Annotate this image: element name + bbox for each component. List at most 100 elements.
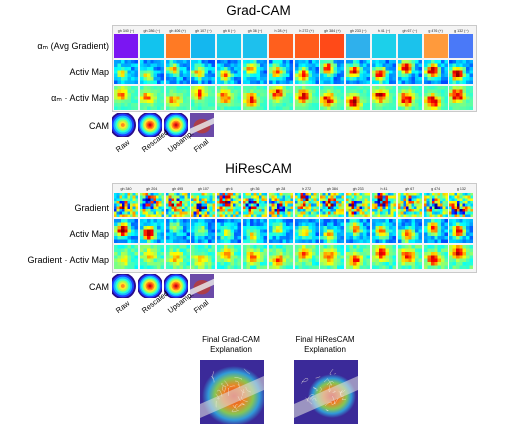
final-gradcam-caption: Final Grad-CAM Explanation (176, 335, 286, 354)
gradcam-cell (294, 34, 319, 58)
gradcam-cell (320, 60, 345, 84)
gradcam-cell (346, 86, 371, 110)
gradcam-cell (139, 86, 164, 110)
hirescam-cell (191, 219, 216, 243)
hirescam-cell (372, 193, 396, 217)
final-gradcam-explanation-image (200, 360, 266, 426)
hirescam-column-header: gh 28 (276, 187, 286, 191)
hirescam-cell (346, 245, 371, 269)
hirescam-cell (243, 219, 267, 243)
hirescam-cam-step-label: Raw (114, 298, 132, 316)
gradcam-column-header: gh 406 (+) (169, 29, 186, 33)
gradcam-cell (449, 60, 474, 84)
gradcam-cell (320, 34, 345, 58)
gradcam-cam-label: CAM (89, 121, 109, 131)
hirescam-cell (320, 193, 345, 217)
gradcam-row-label-alpha: αₘ (Avg Gradient) (37, 41, 109, 51)
gradcam-cell (139, 34, 164, 58)
gradcam-cell (114, 60, 138, 84)
gradcam-cam-raw-image (112, 113, 136, 137)
gradcam-cell (165, 34, 190, 58)
hirescam-column-header: gh 67 (405, 187, 415, 191)
hirescam-cell (268, 245, 293, 269)
gradcam-cell (346, 60, 371, 84)
gradcam-column-header: gh 107 (−) (195, 29, 212, 33)
hirescam-column-header: gh 36 (250, 187, 260, 191)
gradcam-cell (114, 34, 138, 58)
gradcam-cell (191, 34, 216, 58)
final-hirescam-caption-line1: Final HiResCAM (295, 335, 355, 344)
final-gradcam-caption-line1: Final Grad-CAM (202, 335, 260, 344)
hirescam-cam-raw-image (112, 274, 136, 298)
gradcam-column-header: gh 36 (−) (247, 29, 263, 33)
hirescam-row-label-gradient: Gradient (74, 203, 109, 213)
hirescam-cam-rescaled-image (138, 274, 162, 298)
gradcam-column-header: gh 384 (+) (324, 29, 341, 33)
gradcam-cell (268, 34, 293, 58)
hirescam-column-header: gh 107 (197, 187, 209, 191)
gradcam-cam-final-image (190, 113, 214, 137)
hirescam-column-header: h 41 (380, 187, 388, 191)
hirescam-cell (372, 245, 396, 269)
gradcam-cam-step-label: Raw (114, 137, 132, 155)
hirescam-column-header: g 474 (431, 187, 441, 191)
gradcam-column-header: h 28 (+) (274, 29, 288, 33)
hirescam-cell (346, 219, 371, 243)
hirescam-cell (217, 245, 242, 269)
gradcam-column-header: h 272 (+) (299, 29, 314, 33)
hirescam-cell (114, 219, 138, 243)
gradcam-cell (294, 60, 319, 84)
gradcam-cell (397, 60, 422, 84)
hirescam-cell (320, 245, 345, 269)
hirescam-column-header: gh 6 (225, 187, 233, 191)
hirescam-cell (139, 219, 164, 243)
gradcam-cell (165, 60, 190, 84)
hirescam-cam-label: CAM (89, 282, 109, 292)
hirescam-column-header: gh 340 (120, 187, 132, 191)
hirescam-cell (243, 245, 267, 269)
hirescam-cell (397, 219, 422, 243)
hirescam-cell (294, 245, 319, 269)
gradcam-cell (217, 86, 242, 110)
hirescam-cell (191, 245, 216, 269)
hirescam-column-header: h 272 (302, 187, 312, 191)
gradcam-column-header: g 132 (−) (454, 29, 469, 33)
hirescam-column-header: gh 384 (326, 187, 338, 191)
hirescam-cell (191, 193, 216, 217)
gradcam-cell (423, 34, 448, 58)
hirescam-cell (423, 193, 448, 217)
gradcam-cell (294, 86, 319, 110)
gradcam-column-header: h 41 (−) (377, 29, 391, 33)
hirescam-cell (294, 193, 319, 217)
gradcam-column-header: gh 67 (−) (402, 29, 418, 33)
gradcam-cell (372, 34, 396, 58)
hirescam-cell (268, 219, 293, 243)
gradcam-cell (397, 86, 422, 110)
gradcam-cell (243, 60, 267, 84)
hirescam-cell (217, 219, 242, 243)
hirescam-cell (449, 193, 474, 217)
hirescam-cell (217, 193, 242, 217)
gradcam-cell (320, 86, 345, 110)
gradcam-cell (217, 34, 242, 58)
hirescam-cell (346, 193, 371, 217)
gradcam-column-header: gh 6 (−) (222, 29, 236, 33)
hirescam-cell (243, 193, 267, 217)
hirescam-cell (165, 219, 190, 243)
gradcam-cell (114, 86, 138, 110)
hirescam-cell (114, 245, 138, 269)
hirescam-cam-step-label: Final (192, 297, 211, 316)
hirescam-cell (294, 219, 319, 243)
gradcam-cam-upsamp-image (164, 113, 188, 137)
hirescam-cell (139, 193, 164, 217)
gradcam-cell (165, 86, 190, 110)
gradcam-cell (268, 60, 293, 84)
hirescam-cell (139, 245, 164, 269)
gradcam-cell (372, 86, 396, 110)
hirescam-row-label-weighted: Gradient · Activ Map (27, 255, 109, 265)
hirescam-cell (449, 245, 474, 269)
gradcam-cell (423, 60, 448, 84)
gradcam-column-header: gh 286 (−) (143, 29, 161, 33)
hirescam-cell (449, 219, 474, 243)
final-hirescam-caption: Final HiResCAM Explanation (270, 335, 380, 354)
